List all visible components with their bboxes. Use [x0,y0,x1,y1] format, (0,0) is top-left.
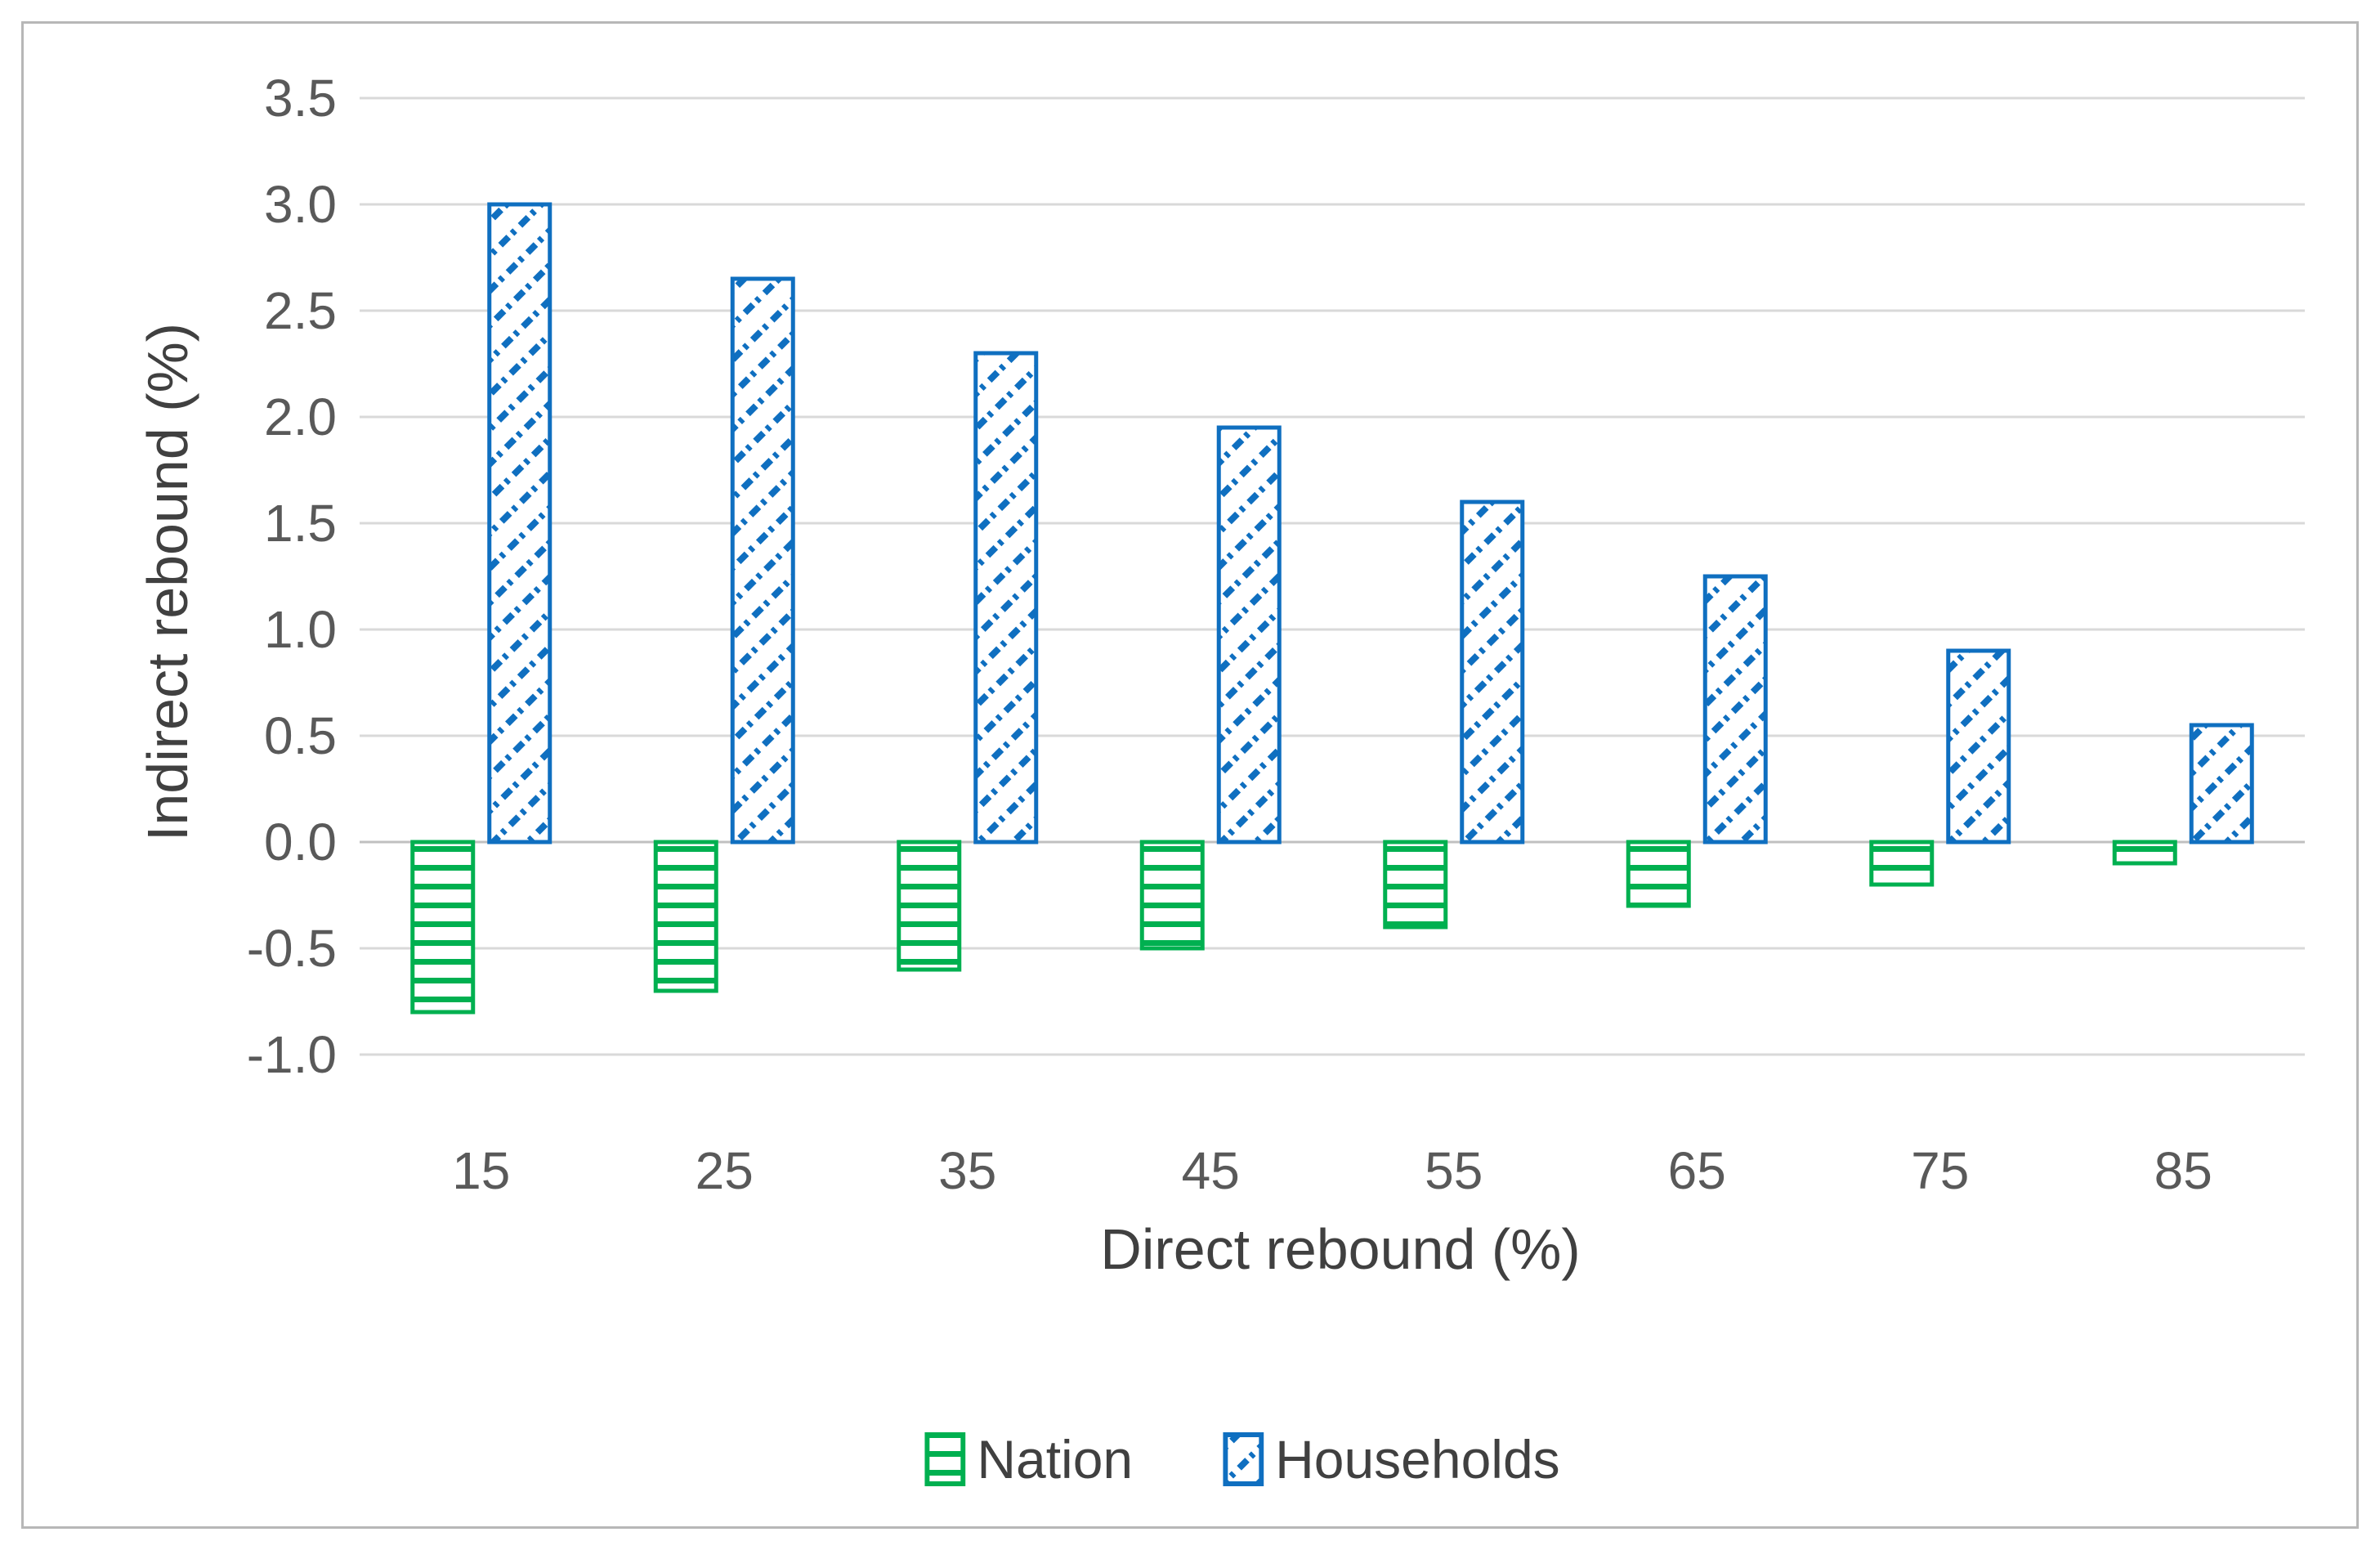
y-tick-label-3.0: 3.0 [264,175,337,234]
x-tick-label-15: 15 [452,1141,510,1200]
legend-label-households: Households [1275,1429,1560,1490]
legend-label-nation: Nation [977,1429,1134,1490]
bar-nation-45 [1139,840,1205,951]
bars [410,202,2254,1015]
x-tick-label-85: 85 [2154,1141,2212,1200]
bar-households-65 [1702,574,1768,844]
y-tick-label-0.5: 0.5 [264,706,337,765]
y-tick-label-1.5: 1.5 [264,494,337,553]
bar-nation-75 [1869,840,1935,887]
y-tick-label--1.0: -1.0 [247,1025,337,1084]
y-tick-label-1.0: 1.0 [264,600,337,659]
x-tick-label-35: 35 [938,1141,996,1200]
bar-nation-35 [897,840,962,972]
bar-nation-15 [410,840,476,1015]
bar-households-55 [1460,499,1525,844]
bar-households-75 [1946,648,2011,844]
y-axis-tick-labels: 3.5 3.0 2.5 2.0 1.5 1.0 0.5 0.0 -0.5 -1.0 [247,69,337,1084]
y-tick-label-2.0: 2.0 [264,388,337,446]
legend-item-nation: Nation [924,1428,1133,1490]
y-tick-label--0.5: -0.5 [247,919,337,978]
x-tick-label-25: 25 [696,1141,754,1200]
y-axis-title: Indirect rebound (%) [136,322,199,842]
legend-swatch-households-icon [1223,1432,1264,1486]
x-tick-label-65: 65 [1668,1141,1726,1200]
x-tick-label-55: 55 [1425,1141,1483,1200]
x-axis-title: Direct rebound (%) [1100,1217,1581,1281]
legend-swatch-nation-icon [924,1432,966,1486]
y-tick-label-0.0: 0.0 [264,813,337,871]
bar-households-15 [487,202,552,844]
legend-item-households: Households [1223,1428,1560,1490]
bar-nation-25 [653,840,718,993]
bar-households-35 [973,351,1039,844]
bar-nation-65 [1626,840,1691,908]
bar-nation-85 [2112,840,2177,866]
x-axis-tick-labels: 15 25 35 45 55 65 75 85 [452,1141,2212,1200]
bar-households-45 [1216,425,1282,844]
x-tick-label-45: 45 [1182,1141,1240,1200]
y-tick-label-2.5: 2.5 [264,281,337,340]
bar-nation-55 [1383,840,1448,930]
bar-households-25 [730,276,795,844]
legend: Nation Households [924,1428,1560,1490]
gridlines [360,96,2305,1056]
y-tick-label-3.5: 3.5 [264,69,337,128]
bar-households-85 [2189,723,2254,844]
x-tick-label-75: 75 [1911,1141,1969,1200]
figure-border [21,21,2359,1529]
